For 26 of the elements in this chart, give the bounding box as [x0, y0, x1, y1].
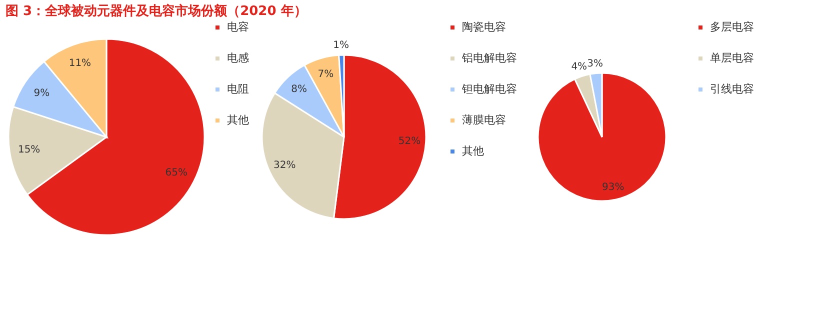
- data-label: 52%: [398, 136, 421, 148]
- legend-label: 电容: [227, 20, 249, 34]
- legend-label: 电感: [227, 52, 249, 64]
- legend-label: 多层电容: [710, 20, 754, 34]
- data-label: 65%: [165, 168, 188, 179]
- data-label: 32%: [274, 160, 296, 171]
- legend-label: 钽电解电容: [461, 82, 517, 96]
- data-label: 15%: [18, 144, 40, 156]
- pie-slice: [537, 72, 667, 202]
- data-label: 8%: [291, 84, 308, 96]
- data-label: 4%: [571, 62, 588, 73]
- legend-label: 电阻: [227, 82, 249, 96]
- chart-title: 图 3：全球被动元器件及电容市场份额（2020 年）: [6, 3, 307, 19]
- legend-label: 单层电容: [710, 52, 754, 64]
- legend-label: 引线电容: [710, 82, 754, 96]
- legend-label: 铝电解电容: [461, 52, 517, 64]
- data-label: 3%: [587, 58, 603, 70]
- legend-label: 陶瓷电容: [462, 20, 506, 34]
- legend-label: 薄膜电容: [462, 114, 506, 126]
- data-label: 93%: [602, 182, 624, 193]
- data-label: 11%: [68, 58, 92, 70]
- data-label: 7%: [318, 69, 334, 80]
- data-label: 9%: [34, 88, 50, 99]
- legend-label: 其他: [227, 114, 249, 126]
- legend-label: 其他: [462, 144, 484, 158]
- data-label: 1%: [333, 40, 350, 52]
